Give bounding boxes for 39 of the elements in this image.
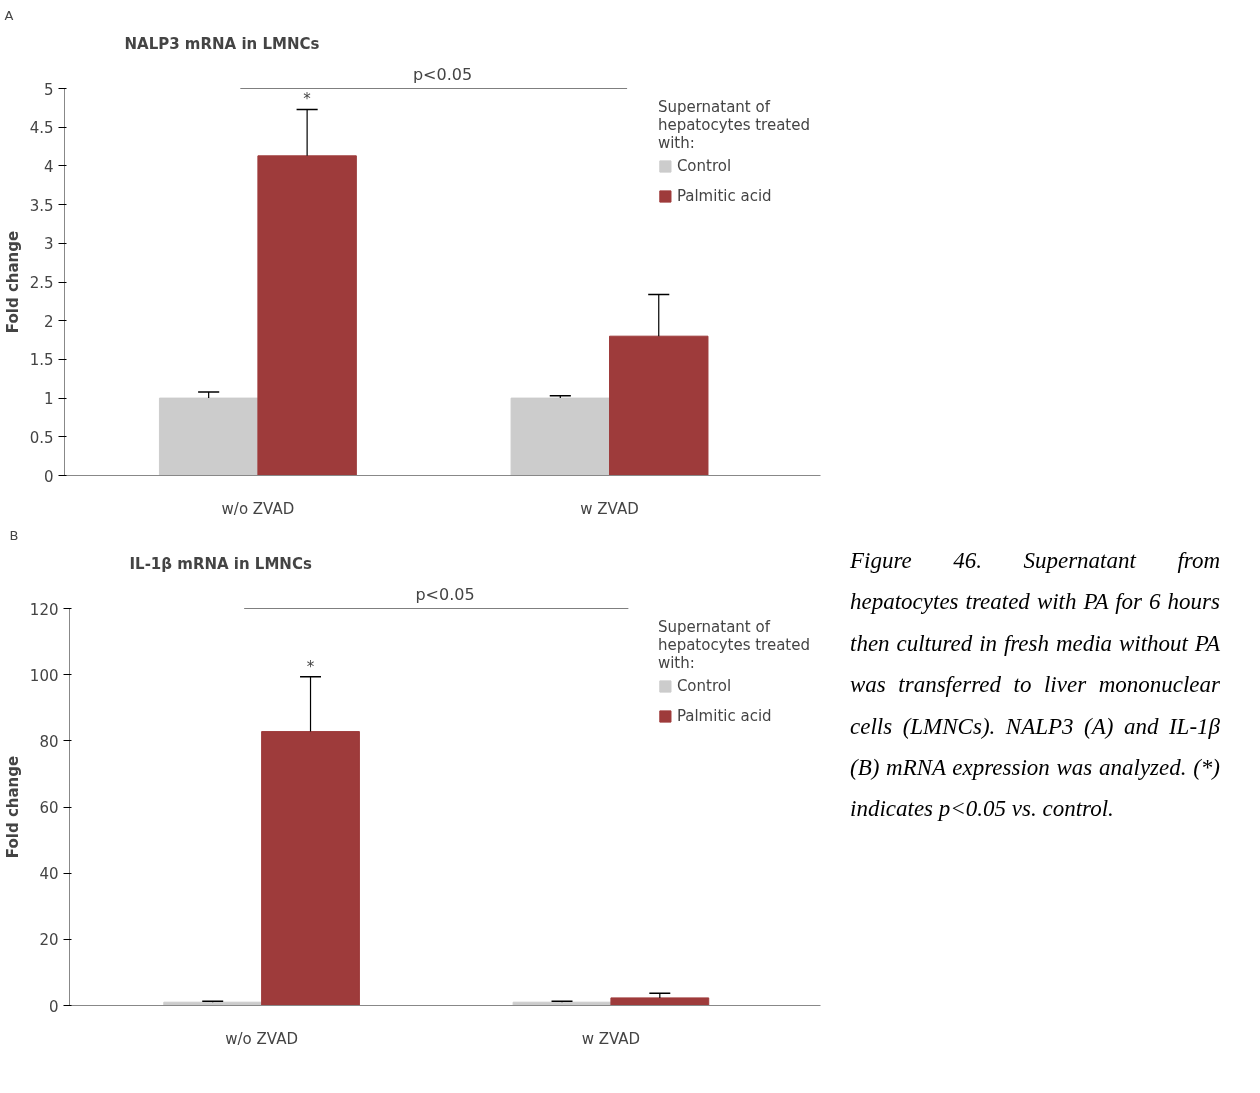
y-tick-label: 0 [43, 467, 54, 486]
chart-title: IL-1β mRNA in LMNCs [129, 554, 312, 573]
y-tick-label: 2.5 [29, 274, 54, 292]
legend-title: Supernatant of hepatocytes treated with: [657, 98, 810, 152]
x-tick-label: w ZVAD [581, 1029, 641, 1048]
x-tick-label: w/o ZVAD [221, 499, 295, 518]
y-axis-title: Fold change [3, 230, 22, 334]
y-tick-label: 0.5 [29, 428, 54, 447]
y-tick-label: 1 [43, 390, 54, 409]
chart-title: NALP3 mRNA in LMNCs [124, 34, 320, 53]
text: p<0.05 [415, 584, 475, 604]
y-axis-title: Fold change [3, 755, 22, 859]
y-tick-label: 0 [48, 997, 59, 1016]
y-tick-label: 4.5 [29, 119, 54, 138]
x-tick-label: w ZVAD [580, 499, 639, 518]
legend-label: Control [676, 677, 732, 695]
y-tick-label: 120 [29, 600, 59, 619]
y-tick-label: 20 [39, 931, 59, 950]
legend-label: Palmitic acid [676, 707, 772, 725]
y-tick-label: 80 [39, 732, 59, 751]
y-tick-label: 3 [43, 235, 54, 254]
legend-label: Control [676, 157, 732, 175]
y-tick-label: 5 [43, 80, 54, 99]
legend-title: Supernatant of hepatocytes treated with: [657, 618, 810, 672]
annotation: * [306, 657, 315, 676]
y-tick-label: 100 [29, 666, 59, 685]
text: B [9, 527, 19, 543]
x-tick-label: w/o ZVAD [225, 1029, 298, 1048]
legend-label: Palmitic acid [676, 187, 772, 205]
y-tick-label: 2 [43, 312, 54, 331]
text: A [4, 7, 14, 23]
annotation: * [303, 90, 312, 109]
y-tick-label: 60 [39, 799, 59, 817]
y-tick-label: 4 [43, 157, 54, 176]
text: p<0.05 [412, 64, 473, 84]
y-tick-label: 3.5 [29, 196, 54, 215]
caption: Figure 46. Supernatant from hepatocytes treated with PA for 6 hours then cultured in fresh media without PA was transferred to liver mononuclear cells (LMNCs). NALP3 (A) and IL-1β (B) mRNA expression was analyzed. (*) indicates p<0.05 vs. control. [850, 548, 1220, 822]
y-tick-label: 40 [39, 865, 59, 884]
y-tick-label: 1.5 [29, 351, 54, 370]
